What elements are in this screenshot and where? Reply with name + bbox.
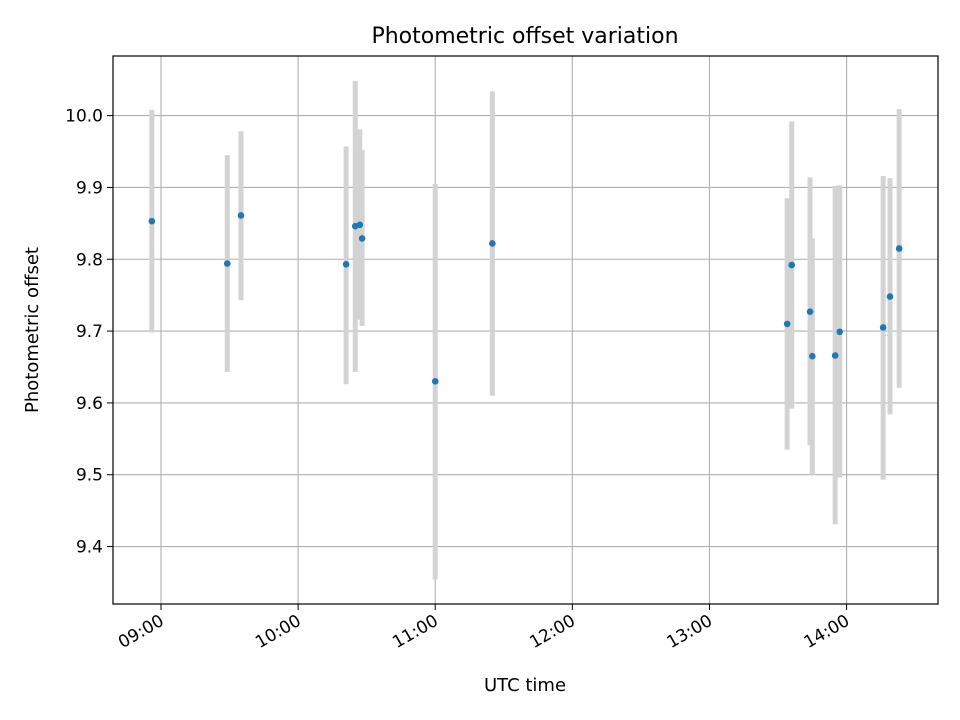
x-axis-label: UTC time <box>484 675 566 696</box>
data-point <box>788 261 796 269</box>
data-points <box>148 212 903 385</box>
data-point <box>886 293 894 300</box>
y-tick-label: 9.7 <box>76 322 103 342</box>
data-point <box>223 260 231 267</box>
data-point <box>356 221 364 229</box>
y-tick-label: 10.0 <box>65 107 103 127</box>
chart-title: Photometric offset variation <box>371 24 678 49</box>
data-point <box>237 212 245 219</box>
data-point <box>342 260 350 268</box>
plot-frame <box>112 55 939 605</box>
y-tick-label: 9.9 <box>76 178 103 198</box>
y-tick-label: 9.8 <box>76 250 103 270</box>
data-point <box>358 235 366 242</box>
grid <box>113 56 938 604</box>
data-point <box>431 378 439 385</box>
data-point <box>831 352 839 359</box>
y-tick-label: 9.5 <box>76 466 103 486</box>
data-point <box>879 324 887 331</box>
data-point <box>836 328 844 336</box>
data-point <box>809 352 816 360</box>
y-axis-label: Photometric offset <box>22 247 43 413</box>
data-point <box>895 245 903 252</box>
data-point <box>489 240 496 247</box>
y-tick-label: 9.4 <box>76 538 103 558</box>
data-point <box>806 308 814 315</box>
y-tick-label: 9.6 <box>76 394 103 414</box>
data-point <box>783 320 791 328</box>
y-axis-ticks: 9.4 9.5 9.6 9.7 9.8 9.9 10.0 <box>65 107 113 558</box>
data-point <box>148 217 156 225</box>
